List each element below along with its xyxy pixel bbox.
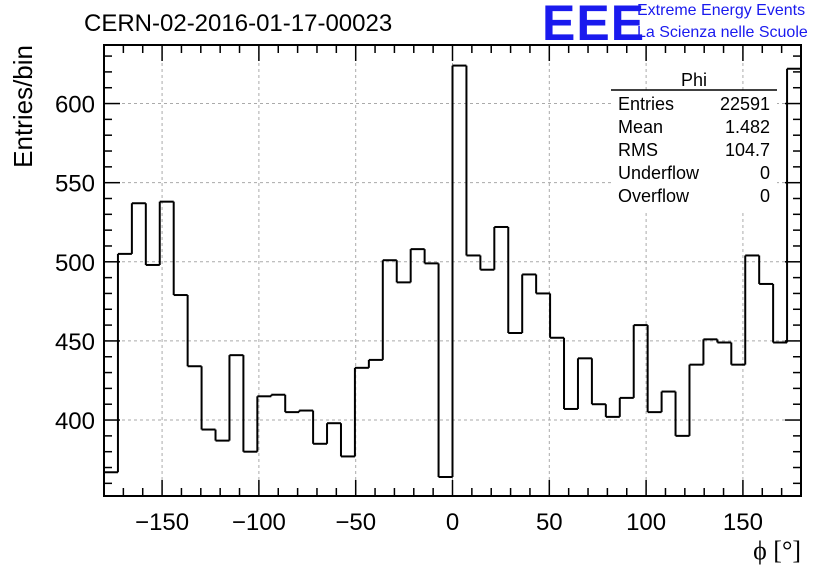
stats-label: Overflow [618, 186, 690, 206]
x-tick-label: −150 [135, 509, 189, 536]
stats-value: 1.482 [725, 117, 770, 137]
histogram-layer [104, 64, 801, 479]
x-tick-label: −50 [335, 509, 376, 536]
x-tick-label: 50 [536, 509, 563, 536]
x-axis-title: ϕ [°] [753, 536, 801, 565]
stats-box-title: Phi [681, 70, 707, 90]
stats-box-background [611, 90, 777, 210]
stats-box: Phi Entries 22591 Mean 1.482 RMS 104.7 Underflo… [611, 70, 777, 210]
y-tick-label: 400 [55, 408, 95, 435]
stats-label: RMS [618, 140, 658, 160]
stats-value: 22591 [720, 94, 770, 114]
stats-value: 104.7 [725, 140, 770, 160]
stats-value: 0 [760, 186, 770, 206]
x-tick-label: 150 [723, 509, 763, 536]
y-tick-label: 550 [55, 171, 95, 198]
logo-text-line2: La Scienza nelle Scuole [637, 24, 808, 41]
axis-layer: −150 −100 −50 0 50 100 150 400 450 500 550 600 ϕ [°]… [8, 44, 802, 565]
logo-text-line1: Extreme Energy Events [637, 2, 806, 19]
x-tick-label: 100 [626, 509, 666, 536]
run-title: CERN-02-2016-01-17-00023 [84, 10, 393, 37]
y-tick-label: 450 [55, 329, 95, 356]
y-tick-label: 600 [55, 92, 95, 119]
eee-logo: EEE [542, 0, 646, 51]
x-tick-label: 0 [446, 509, 459, 536]
stats-value: 0 [760, 163, 770, 183]
y-tick-label: 500 [55, 250, 95, 277]
y-axis-title: Entries/bin [8, 45, 38, 168]
stats-label: Entries [618, 94, 674, 114]
stats-label: Mean [618, 117, 663, 137]
x-tick-label: −100 [232, 509, 286, 536]
stats-label: Underflow [618, 163, 700, 183]
